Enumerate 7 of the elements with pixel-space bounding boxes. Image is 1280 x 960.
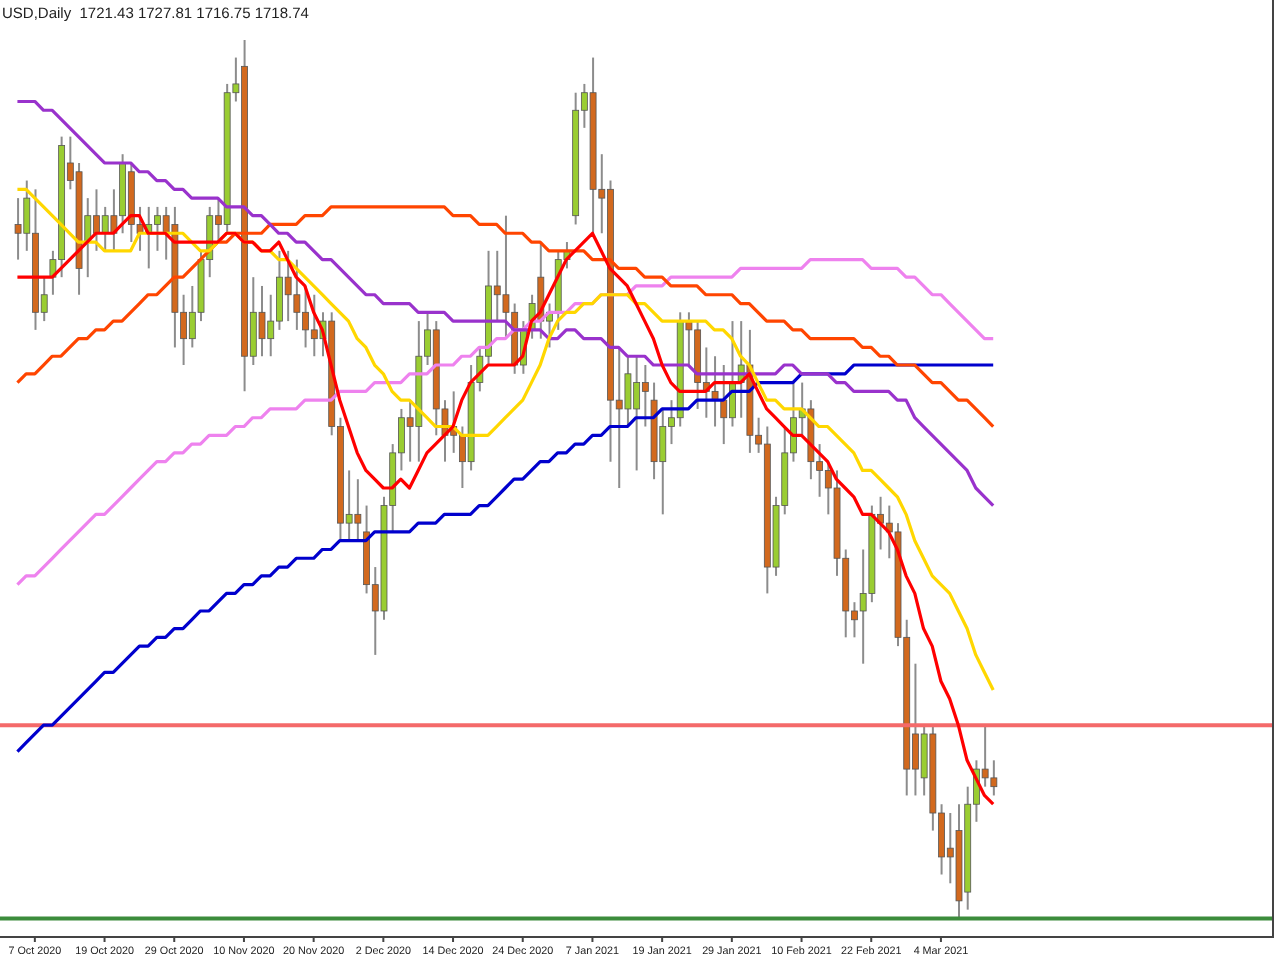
candlestick [720, 364, 728, 446]
candlestick [293, 258, 301, 331]
candlestick [14, 197, 22, 261]
candlestick [624, 355, 632, 428]
candlestick [641, 364, 649, 428]
candlestick [711, 355, 719, 428]
candlestick [258, 284, 266, 358]
